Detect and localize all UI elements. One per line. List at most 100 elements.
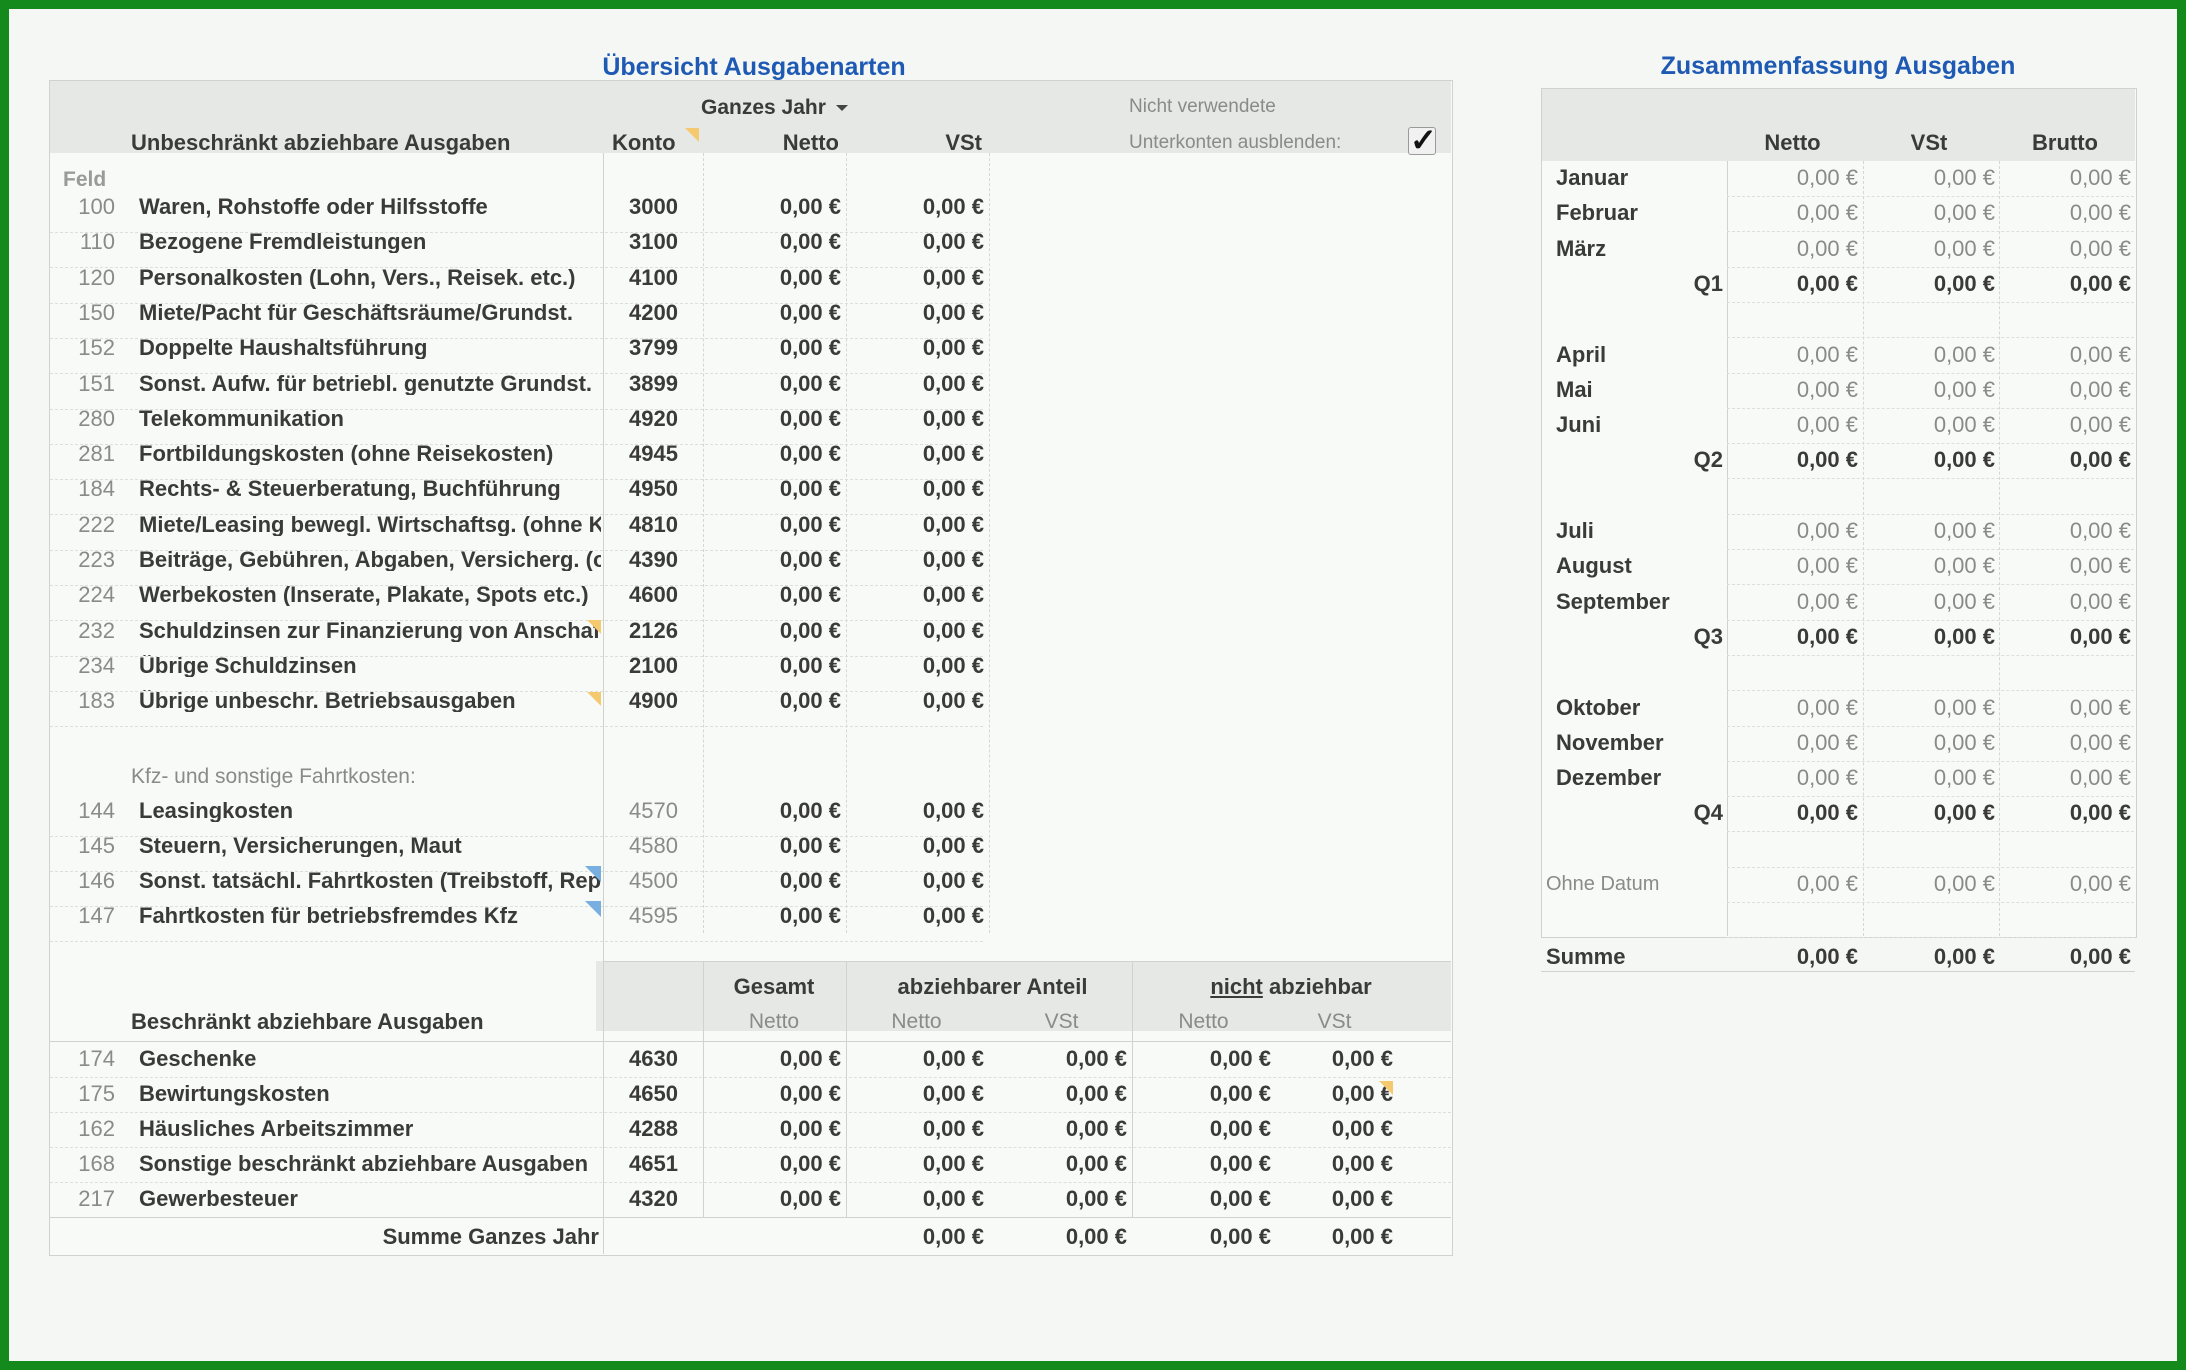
overview-table [49,80,1453,1256]
expense-name: Sonst. Aufw. für betriebl. genutzte Grun… [139,373,593,395]
row-divider [1727,408,2134,409]
feld-number: 234 [78,653,115,678]
summary-brutto-value: 0,00 € [2069,553,2131,578]
row-divider [1727,726,2134,727]
vst-value: 0,00 € [922,512,984,537]
row-divider [1727,831,2134,832]
account-number: 4390 [629,547,678,572]
account-number: 4950 [629,476,678,501]
expense-name: Bewirtungskosten [139,1081,330,1106]
column-divider [703,153,704,933]
gesamt-value: 0,00 € [779,1046,841,1071]
row-divider [1727,514,2134,515]
deductible-netto-value: 0,00 € [922,1186,984,1211]
month-label: Dezember [1556,765,1662,790]
row-divider [50,479,983,480]
summary-vst-value: 0,00 € [1933,377,1995,402]
nondeductible-vst-value: 0,00 € [1331,1186,1393,1211]
month-label: Mai [1556,377,1593,402]
nondeductible-vst-value: 0,00 € [1331,1116,1393,1141]
row-divider [50,303,983,304]
column-divider [846,961,847,1218]
netto-value: 0,00 € [779,371,841,396]
summary-netto-value: 0,00 € [1796,553,1858,578]
row-divider [1727,796,2134,797]
row-divider [50,1112,1451,1113]
kfz-subheader: Kfz- und sonstige Fahrtkosten: [131,765,416,788]
summary-col-header: Netto [1764,130,1821,155]
deductible-vst-value: 0,00 € [1065,1081,1127,1106]
expense-name: Übrige unbeschr. Betriebsausgaben [139,690,516,712]
period-select[interactable]: Ganzes Jahr [701,97,848,118]
restricted-header-bg [596,961,1451,1031]
month-label: Februar [1556,200,1638,225]
quarter-label: Q4 [1693,800,1723,825]
summary-vst-value: 0,00 € [1933,589,1995,614]
netto-value: 0,00 € [779,229,841,254]
hide-label-line2: Unterkonten ausblenden: [1129,132,1342,153]
summary-vst-value: 0,00 € [1933,553,1995,578]
vst-value: 0,00 € [922,441,984,466]
nondeductible-netto-value: 0,00 € [1209,1046,1271,1071]
account-number: 4570 [629,798,678,823]
month-label: Januar [1556,165,1629,190]
vst-value: 0,00 € [922,406,984,431]
deductible-vst-value: 0,00 € [1065,1186,1127,1211]
summary-brutto-value: 0,00 € [2069,695,2131,720]
feld-number: 175 [78,1081,115,1106]
nondeductible-netto-value: 0,00 € [1209,1186,1271,1211]
row-divider [1727,196,2134,197]
expense-name: Steuern, Versicherungen, Maut [139,835,462,857]
quarter-label: Q1 [1693,271,1723,296]
account-number: 4100 [629,265,678,290]
comment-marker [587,620,601,634]
netto-value: 0,00 € [779,194,841,219]
nondeductible-vst-value: 0,00 € [1331,1151,1393,1176]
summary-netto-value: 0,00 € [1796,412,1858,437]
gesamt-value: 0,00 € [779,1116,841,1141]
hide-unused-checkbox[interactable]: ✓ [1408,122,1437,158]
summary-netto-value: 0,00 € [1796,730,1858,755]
account-number: 4810 [629,512,678,537]
summary-vst-value: 0,00 € [1933,200,1995,225]
row-divider [1727,443,2134,444]
netto-value: 0,00 € [779,547,841,572]
summary-brutto-value: 0,00 € [2069,200,2131,225]
feld-number: 120 [78,265,115,290]
summary-brutto-value: 0,00 € [2069,518,2131,543]
summary-vst-value: 0,00 € [1933,800,1995,825]
deductible-netto-header: Netto [891,1010,942,1033]
row-divider [50,691,983,692]
column-divider [703,961,704,1218]
vst-value: 0,00 € [922,300,984,325]
summary-brutto-value: 0,00 € [2069,165,2131,190]
comment-marker [587,692,601,706]
nondeductible-netto-header: Netto [1178,1010,1229,1033]
account-number: 2126 [629,618,678,643]
month-label: März [1556,236,1607,261]
summary-col-header: VSt [1910,130,1948,155]
vst-value: 0,00 € [922,833,984,858]
summary-vst-value: 0,00 € [1933,271,1995,296]
vst-value: 0,00 € [922,371,984,396]
vst-value: 0,00 € [922,229,984,254]
account-number: 4630 [629,1046,678,1071]
month-label: Juli [1556,518,1594,543]
column-divider [1999,161,2000,936]
row-divider [50,550,983,551]
netto-value: 0,00 € [779,688,841,713]
row-divider [50,267,983,268]
row-divider [1727,267,2134,268]
row-divider [50,373,983,374]
deductible-netto-value: 0,00 € [922,1151,984,1176]
gesamt-value: 0,00 € [779,1186,841,1211]
summary-brutto-value: 0,00 € [2069,624,2131,649]
nodate-label: Ohne Datum [1546,873,1660,895]
expense-name: Beiträge, Gebühren, Abgaben, Versicherg.… [139,549,601,571]
row-divider [50,1041,1451,1042]
summary-brutto-value: 0,00 € [2069,342,2131,367]
row-divider [1727,620,2134,621]
summary-brutto-value: 0,00 € [2069,271,2131,296]
netto-value: 0,00 € [779,441,841,466]
account-number: 4500 [629,868,678,893]
